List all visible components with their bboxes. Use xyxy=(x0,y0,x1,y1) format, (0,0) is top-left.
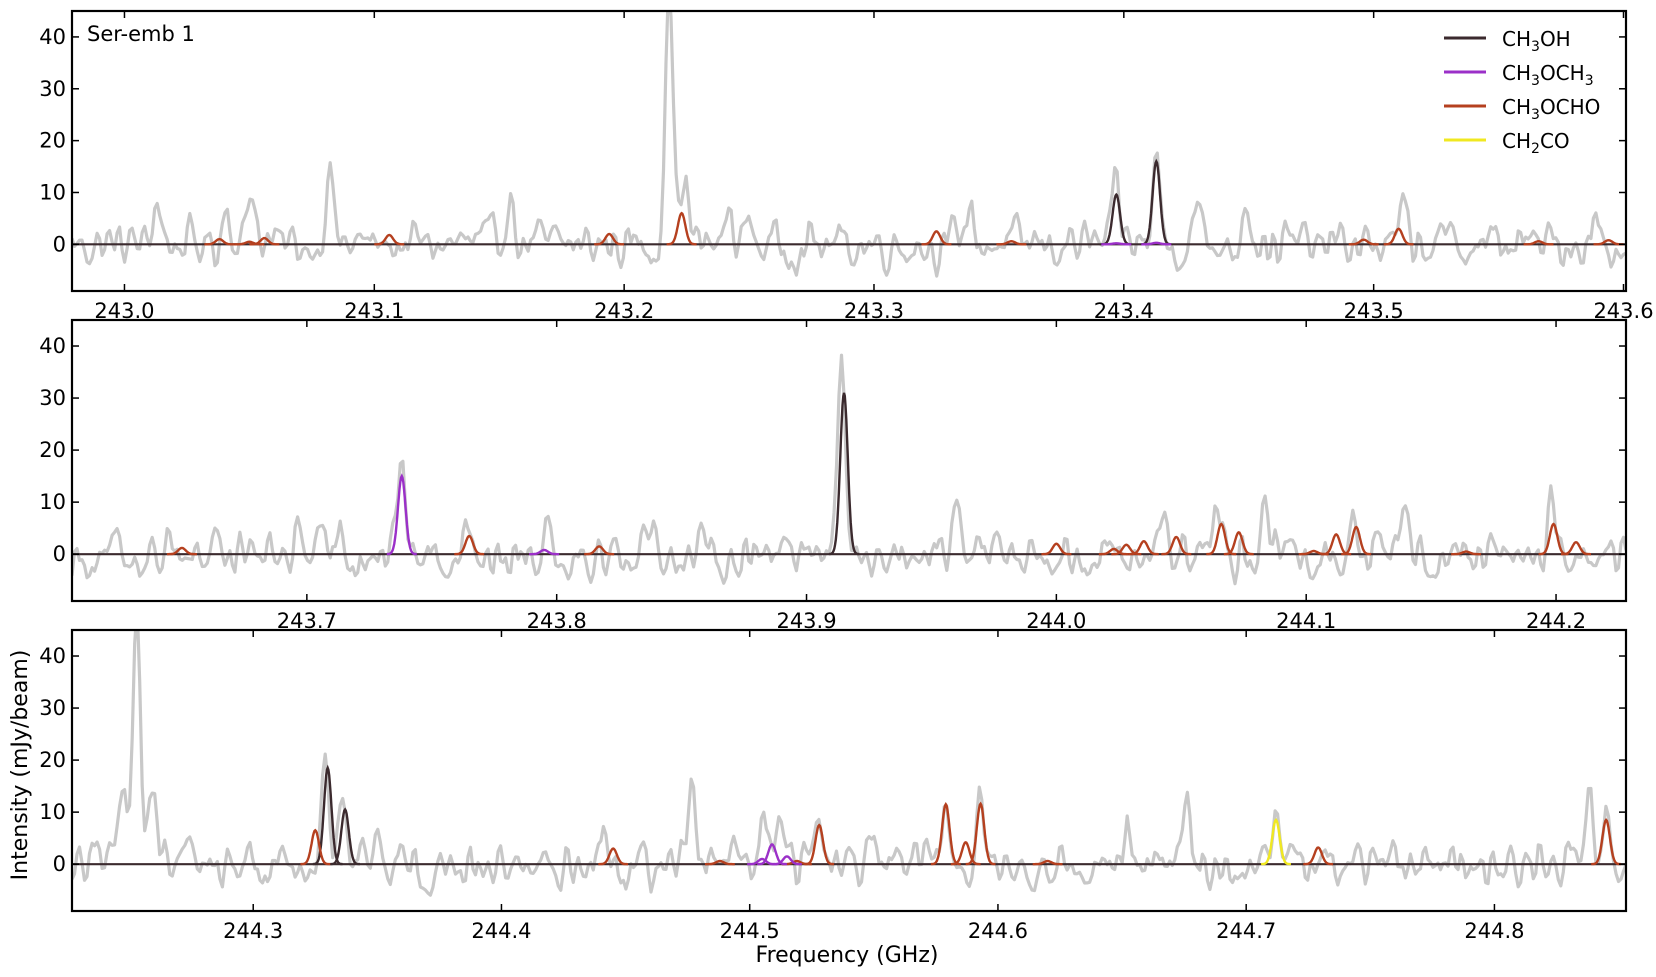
panel-3: 244.3 244.4 244.5 244.6 244.7 244.8 0 10 20 30 40 xyxy=(39,628,1628,943)
model-line-ch3och3 xyxy=(757,843,787,866)
model-line-ch3ocho xyxy=(454,534,485,556)
x-tick-label: 244.6 xyxy=(968,919,1028,943)
model-line-ch3ocho xyxy=(950,840,981,866)
model-line-ch2co xyxy=(1260,818,1292,866)
model-line-ch3ocho xyxy=(1523,239,1554,246)
model-line-ch3ocho xyxy=(598,847,629,866)
model-line-ch3ocho xyxy=(1098,547,1129,556)
x-tick-label: 244.4 xyxy=(471,919,531,943)
model-line-ch3och3 xyxy=(772,855,802,866)
model-line-ch3ocho xyxy=(1041,542,1072,556)
model-line-ch3ocho xyxy=(921,230,952,246)
model-line-ch3ocho xyxy=(1303,846,1334,866)
model-line-ch3oh xyxy=(1141,158,1172,246)
x-axis-label: Frequency (GHz) xyxy=(756,943,939,968)
model-line-ch3ocho xyxy=(1223,530,1254,556)
model-line-ch3ocho xyxy=(965,801,996,866)
model-line-ch3ocho xyxy=(1161,535,1192,556)
observed-spectrum xyxy=(72,11,1626,278)
y-tick-label: 30 xyxy=(39,386,66,410)
y-tick-label: 10 xyxy=(39,490,66,514)
y-tick-label: 0 xyxy=(53,852,66,876)
legend-label: CH3OCHO xyxy=(1502,95,1600,123)
legend-label: CH3OCH3 xyxy=(1502,61,1594,89)
legend-entry: CH3OH xyxy=(1444,27,1571,55)
y-tick-label: 40 xyxy=(39,334,66,358)
y-axis-label: Intensity (mJy/beam) xyxy=(8,650,33,881)
y-tick-label: 30 xyxy=(39,696,66,720)
model-line-ch3ocho xyxy=(705,859,735,866)
panel-1: 243.0 243.1 243.2 243.3 243.4 243.5 243.601020… xyxy=(39,9,1654,323)
model-line-ch3ocho xyxy=(666,211,697,246)
model-line-ch3ocho xyxy=(1348,238,1379,246)
model-line-ch3ocho xyxy=(234,240,265,246)
model-line-ch3oh xyxy=(828,392,860,556)
object-label: Ser-emb 1 xyxy=(87,22,195,46)
legend-entry: CH2CO xyxy=(1444,129,1570,157)
y-tick-label: 40 xyxy=(39,644,66,668)
y-tick-label: 20 xyxy=(39,748,66,772)
model-line-ch3ocho xyxy=(1206,522,1237,556)
x-tick-label: 244.5 xyxy=(720,919,780,943)
y-tick-label: 20 xyxy=(39,129,66,153)
panel-frame xyxy=(70,318,1628,603)
legend-label: CH2CO xyxy=(1502,129,1570,157)
legend: CH3OH CH3OCH3 CH3OCHO CH2CO xyxy=(1444,27,1600,157)
y-tick-label: 20 xyxy=(39,438,66,462)
x-tick-label: 244.8 xyxy=(1464,919,1524,943)
y-tick-label: 10 xyxy=(39,180,66,204)
model-line-ch3och3 xyxy=(1101,242,1132,246)
panel-frame xyxy=(70,628,1628,913)
model-line-ch3ocho xyxy=(996,239,1027,246)
x-tick-label: 244.7 xyxy=(1216,919,1276,943)
model-line-ch3ocho xyxy=(1128,539,1159,556)
panel-frame xyxy=(70,9,1628,293)
legend-entry: CH3OCH3 xyxy=(1444,61,1594,89)
model-line-ch3ocho xyxy=(1032,859,1063,866)
model-line-ch3ocho xyxy=(1341,525,1372,556)
model-line-ch3ocho xyxy=(1383,227,1414,246)
y-tick-label: 0 xyxy=(53,232,66,256)
model-line-ch3ocho xyxy=(1451,550,1482,556)
model-line-ch3ocho xyxy=(374,233,405,246)
observed-spectrum xyxy=(72,630,1626,897)
model-line-ch3ocho xyxy=(804,823,835,866)
model-line-ch3ocho xyxy=(166,546,197,556)
model-line-ch3ocho xyxy=(204,237,235,246)
model-line-ch3ocho xyxy=(1561,540,1591,556)
model-line-ch3ocho xyxy=(1593,238,1624,246)
model-line-ch3ocho xyxy=(594,232,625,246)
x-tick-label: 244.3 xyxy=(223,919,283,943)
model-line-ch3och3 xyxy=(529,548,560,556)
model-line-ch3och3 xyxy=(1141,241,1172,246)
plot-area xyxy=(72,11,1626,278)
model-line-ch3oh xyxy=(312,764,343,866)
model-line-ch3ocho xyxy=(1591,818,1622,866)
y-tick-label: 10 xyxy=(39,800,66,824)
plot-area xyxy=(72,353,1626,586)
panels-group: 243.0 243.1 243.2 243.3 243.4 243.5 243.601020… xyxy=(39,9,1654,943)
y-tick-label: 40 xyxy=(39,25,66,49)
plot-area xyxy=(72,630,1626,897)
y-tick-label: 0 xyxy=(53,542,66,566)
y-tick-label: 30 xyxy=(39,77,66,101)
legend-label: CH3OH xyxy=(1502,27,1571,55)
model-line-ch3oh xyxy=(1101,192,1132,246)
model-line-ch3ocho xyxy=(300,828,331,866)
model-line-ch3och3 xyxy=(386,473,417,556)
legend-entry: CH3OCHO xyxy=(1444,95,1600,123)
model-line-ch3ocho xyxy=(249,236,280,246)
model-line-ch3ocho xyxy=(584,545,615,556)
model-line-ch3oh xyxy=(330,807,360,866)
